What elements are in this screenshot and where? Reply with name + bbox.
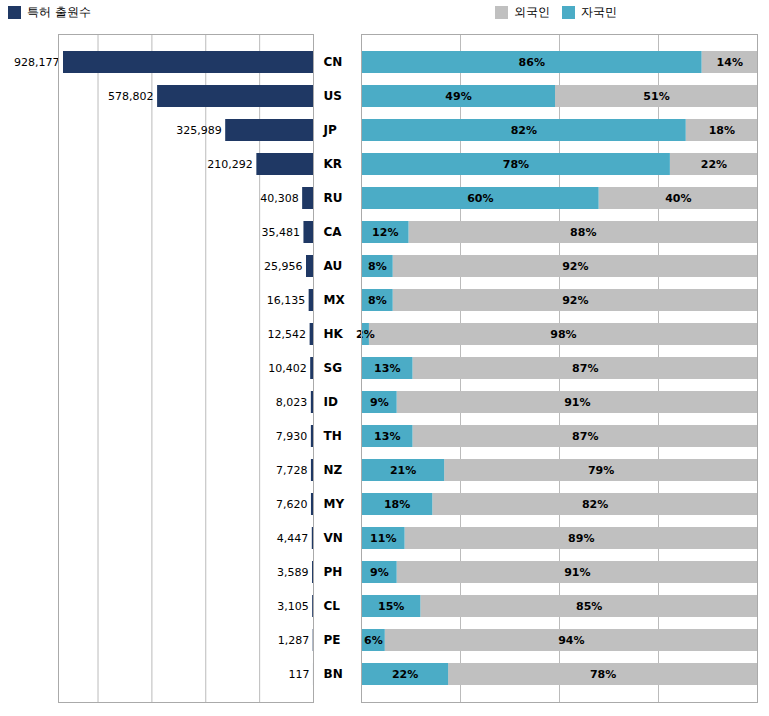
svg-text:49%: 49% [445,90,471,103]
svg-text:2%: 2% [356,328,375,341]
svg-text:MY: MY [324,497,345,511]
svg-text:60%: 60% [467,192,493,205]
svg-text:87%: 87% [572,362,598,375]
svg-text:86%: 86% [519,56,545,69]
svg-text:AU: AU [324,259,343,273]
svg-text:88%: 88% [570,226,596,239]
svg-text:3,105: 3,105 [277,600,309,613]
svg-text:7,930: 7,930 [276,430,308,443]
svg-text:89%: 89% [568,532,594,545]
svg-text:578,802: 578,802 [108,90,154,103]
svg-text:SG: SG [324,361,343,375]
svg-text:MX: MX [324,293,346,307]
svg-text:79%: 79% [588,464,614,477]
svg-text:HK: HK [324,327,344,341]
svg-text:87%: 87% [572,430,598,443]
svg-text:6%: 6% [364,634,383,647]
svg-text:12%: 12% [372,226,398,239]
svg-text:TH: TH [324,429,342,443]
svg-text:82%: 82% [511,124,537,137]
svg-text:9%: 9% [370,396,389,409]
svg-text:14%: 14% [717,56,743,69]
svg-text:9%: 9% [370,566,389,579]
svg-text:4,447: 4,447 [277,532,309,545]
svg-text:21%: 21% [390,464,416,477]
svg-text:91%: 91% [564,566,590,579]
svg-text:8,023: 8,023 [276,396,308,409]
svg-text:CN: CN [324,55,343,69]
svg-text:PH: PH [324,565,343,579]
svg-text:7,620: 7,620 [276,498,308,511]
svg-text:3,589: 3,589 [277,566,309,579]
svg-text:25,956: 25,956 [264,260,303,273]
svg-text:92%: 92% [562,260,588,273]
svg-text:15%: 15% [378,600,404,613]
svg-text:35,481: 35,481 [261,226,300,239]
svg-text:94%: 94% [558,634,584,647]
svg-text:11%: 11% [370,532,396,545]
svg-text:13%: 13% [374,362,400,375]
svg-text:CA: CA [324,225,343,239]
svg-text:117: 117 [288,668,309,681]
svg-text:78%: 78% [503,158,529,171]
svg-text:10,402: 10,402 [268,362,307,375]
svg-text:VN: VN [324,531,343,545]
svg-text:NZ: NZ [324,463,343,477]
svg-text:82%: 82% [582,498,608,511]
svg-text:210,292: 210,292 [207,158,253,171]
svg-text:22%: 22% [392,668,418,681]
svg-text:22%: 22% [701,158,727,171]
svg-text:US: US [324,89,342,103]
svg-text:92%: 92% [562,294,588,307]
svg-text:PE: PE [324,633,341,647]
svg-text:51%: 51% [643,90,669,103]
svg-text:16,135: 16,135 [267,294,306,307]
html-text:특허 출원수: 특허 출원수 [27,4,91,19]
html-text:자국민: 자국민 [581,4,617,19]
svg-text:7,728: 7,728 [276,464,308,477]
svg-text:18%: 18% [709,124,735,137]
svg-text:325,989: 325,989 [176,124,222,137]
svg-text:40%: 40% [665,192,691,205]
svg-text:40,308: 40,308 [260,192,299,205]
html-text:외국인: 외국인 [514,4,550,19]
svg-text:85%: 85% [576,600,602,613]
svg-text:928,177: 928,177 [14,56,60,69]
svg-text:8%: 8% [368,260,387,273]
svg-text:RU: RU [324,191,343,205]
svg-text:12,542: 12,542 [268,328,307,341]
svg-text:CL: CL [324,599,341,613]
svg-text:1,287: 1,287 [278,634,310,647]
svg-text:78%: 78% [590,668,616,681]
svg-text:BN: BN [324,667,343,681]
svg-text:JP: JP [323,123,337,137]
svg-text:ID: ID [324,395,338,409]
svg-text:98%: 98% [550,328,576,341]
svg-text:91%: 91% [564,396,590,409]
svg-text:13%: 13% [374,430,400,443]
svg-text:8%: 8% [368,294,387,307]
svg-text:18%: 18% [384,498,410,511]
svg-text:KR: KR [324,157,343,171]
